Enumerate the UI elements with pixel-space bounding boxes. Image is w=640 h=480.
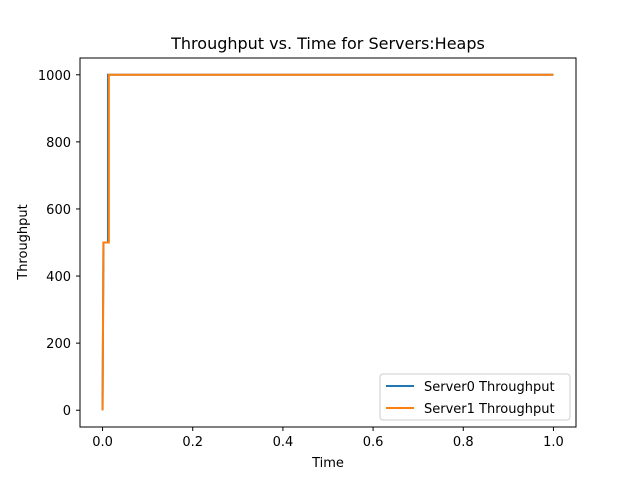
series-line-server1 bbox=[101, 73, 554, 411]
x-tick-label: 0.4 bbox=[273, 435, 294, 450]
x-axis-label: Time bbox=[311, 456, 344, 471]
plot-frame bbox=[79, 57, 577, 428]
y-tick-label: 600 bbox=[46, 203, 71, 218]
legend-label-server1: Server1 Throughput bbox=[424, 402, 555, 417]
y-axis: 0 200 400 600 800 1000 bbox=[38, 69, 80, 419]
legend: Server0 Throughput Server1 Throughput bbox=[379, 373, 571, 421]
y-tick-label: 0 bbox=[63, 404, 71, 419]
x-tick-label: 0.6 bbox=[363, 435, 384, 450]
y-tick-label: 200 bbox=[46, 337, 71, 352]
y-tick-label: 400 bbox=[46, 270, 71, 285]
y-tick-label: 800 bbox=[46, 136, 71, 151]
chart-title: Throughput vs. Time for Servers:Heaps bbox=[170, 34, 485, 53]
x-tick-label: 1.0 bbox=[543, 435, 564, 450]
x-tick-label: 0.8 bbox=[453, 435, 474, 450]
legend-box bbox=[379, 373, 571, 421]
y-axis-label: Throughput bbox=[16, 204, 31, 281]
x-axis: 0.0 0.2 0.4 0.6 0.8 1.0 bbox=[92, 427, 564, 450]
series-layer bbox=[101, 73, 554, 411]
legend-label-server0: Server0 Throughput bbox=[424, 380, 555, 395]
plot-area bbox=[79, 57, 577, 428]
x-tick-label: 0.2 bbox=[182, 435, 203, 450]
x-tick-label: 0.0 bbox=[92, 435, 113, 450]
y-tick-label: 1000 bbox=[38, 69, 71, 84]
